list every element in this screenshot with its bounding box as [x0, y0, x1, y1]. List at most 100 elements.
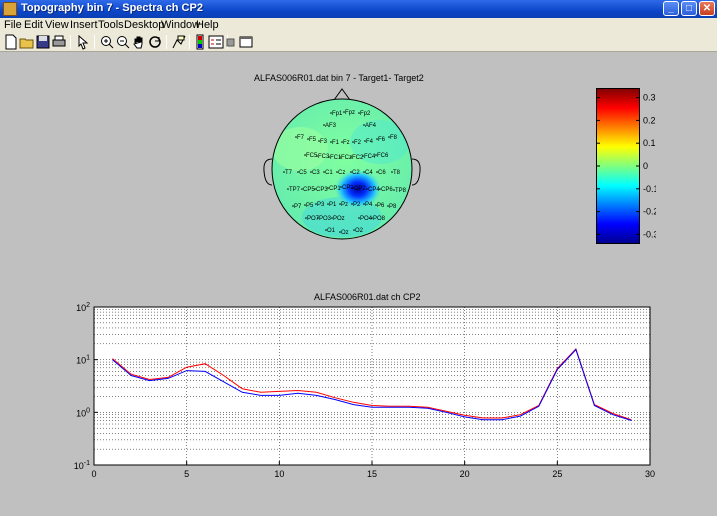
- electrode-dot: [301, 188, 303, 190]
- electrode-label: PO8: [373, 216, 386, 222]
- electrode-label: CP4: [368, 187, 380, 193]
- electrode-label: AF3: [325, 123, 337, 129]
- electrode-label: TP7: [289, 187, 301, 193]
- colorbar-icon[interactable]: [192, 34, 208, 50]
- data-cursor-icon[interactable]: [171, 34, 187, 50]
- electrode-label: P3: [317, 202, 325, 208]
- electrode-dot: [375, 204, 377, 206]
- electrode-label: FCz: [341, 155, 352, 161]
- electrode-label: Fz: [343, 140, 350, 146]
- electrode-label: Fp1: [332, 111, 343, 117]
- electrode-dot: [317, 217, 319, 219]
- electrode-label: P6: [377, 203, 385, 209]
- rotate-icon[interactable]: [147, 34, 163, 50]
- electrode-label: FC6: [377, 153, 389, 159]
- electrode-dot: [325, 229, 327, 231]
- x-tick-label: 20: [460, 469, 470, 479]
- legend-icon[interactable]: [208, 34, 224, 50]
- electrode-dot: [295, 136, 297, 138]
- electrode-label: F4: [366, 139, 374, 145]
- x-tick-label: 10: [274, 469, 284, 479]
- left-ear-outline: [263, 158, 273, 186]
- new-file-icon[interactable]: [3, 34, 19, 50]
- electrode-label: AF4: [365, 123, 377, 129]
- electrode-dot: [358, 112, 360, 114]
- electrode-dot: [339, 156, 341, 158]
- electrode-dot: [307, 138, 309, 140]
- electrode-label: T8: [393, 170, 401, 176]
- electrode-dot: [318, 140, 320, 142]
- electrode-dot: [350, 171, 352, 173]
- topoplot-title: ALFAS006R01.dat bin 7 - Target1- Target2: [254, 73, 424, 83]
- electrode-dot: [331, 217, 333, 219]
- electrode-label: POz: [333, 216, 345, 222]
- electrode-dot: [292, 205, 294, 207]
- electrode-label: F3: [320, 139, 328, 145]
- electrode-label: CP2: [354, 186, 366, 192]
- menu-file[interactable]: File: [4, 19, 22, 31]
- electrode-dot: [314, 188, 316, 190]
- colorbar: 0.3 0.2 0.1 0 -0.1 -0.2 -0.3: [596, 88, 656, 244]
- menu-window[interactable]: Window: [161, 19, 201, 31]
- colorbar-tick-label: -0.2: [643, 207, 656, 217]
- electrode-dot: [387, 205, 389, 207]
- electrode-label: F8: [390, 135, 398, 141]
- electrode-label: CP3: [316, 187, 328, 193]
- electrode-label: FC3: [318, 154, 330, 160]
- menu-view[interactable]: View: [45, 19, 69, 31]
- save-icon[interactable]: [35, 34, 51, 50]
- colorbar-tick-label: -0.3: [643, 229, 656, 239]
- zoom-in-icon[interactable]: [99, 34, 115, 50]
- electrode-dot: [376, 138, 378, 140]
- electrode-label: PO7: [307, 216, 320, 222]
- menu-edit[interactable]: Edit: [24, 19, 43, 31]
- pan-hand-icon[interactable]: [131, 34, 147, 50]
- nose-outline: [333, 88, 351, 101]
- minimize-button[interactable]: _: [663, 1, 679, 16]
- electrode-label: P8: [389, 204, 397, 210]
- close-button[interactable]: ✕: [699, 1, 715, 16]
- electrode-dot: [297, 171, 299, 173]
- electrode-dot: [362, 155, 364, 157]
- toolbar-separator: [189, 35, 190, 49]
- spectrum-line-chart: 0 5 10 15 20 25 30 102 101 100 10-1: [74, 302, 655, 479]
- electrode-label: F1: [332, 140, 340, 146]
- menu-tools[interactable]: Tools: [98, 19, 124, 31]
- electrode-dot: [340, 186, 342, 188]
- head-outline: [271, 98, 413, 240]
- electrode-label: P1: [329, 202, 337, 208]
- colorbar-tick-label: 0.1: [643, 138, 656, 148]
- electrode-dot: [339, 231, 341, 233]
- maximize-button[interactable]: □: [681, 1, 697, 16]
- pointer-icon[interactable]: [75, 34, 91, 50]
- electrode-label: P4: [365, 202, 373, 208]
- window-titlebar: Topography bin 7 - Spectra ch CP2 _ □ ✕: [0, 0, 717, 18]
- menu-desktop[interactable]: Desktop: [124, 19, 165, 31]
- electrode-dot: [351, 203, 353, 205]
- electrode-label: O1: [327, 228, 336, 234]
- electrode-dot: [364, 140, 366, 142]
- electrode-dot: [305, 217, 307, 219]
- electrode-dot: [376, 171, 378, 173]
- print-icon[interactable]: [51, 34, 67, 50]
- electrode-dot: [327, 187, 329, 189]
- electrode-dot: [330, 141, 332, 143]
- window-title: Topography bin 7 - Spectra ch CP2: [21, 2, 203, 14]
- zoom-out-icon[interactable]: [115, 34, 131, 50]
- electrode-label: FC1: [330, 155, 342, 161]
- electrode-label: P5: [306, 203, 314, 209]
- y-tick-label: 100: [76, 407, 90, 418]
- electrode-label: Fp2: [360, 111, 371, 117]
- menu-insert[interactable]: Insert: [70, 19, 98, 31]
- electrode-label: T7: [285, 170, 293, 176]
- electrode-label: P7: [294, 204, 302, 210]
- hide-plot-tools-icon[interactable]: [222, 34, 238, 50]
- show-plot-tools-icon[interactable]: [238, 34, 254, 50]
- electrode-dot: [363, 171, 365, 173]
- x-tick-label: 0: [91, 469, 96, 479]
- open-folder-icon[interactable]: [19, 34, 35, 50]
- electrode-label: PO4: [360, 216, 373, 222]
- menu-help[interactable]: Help: [196, 19, 219, 31]
- electrode-dot: [352, 187, 354, 189]
- electrode-label: Oz: [341, 230, 349, 236]
